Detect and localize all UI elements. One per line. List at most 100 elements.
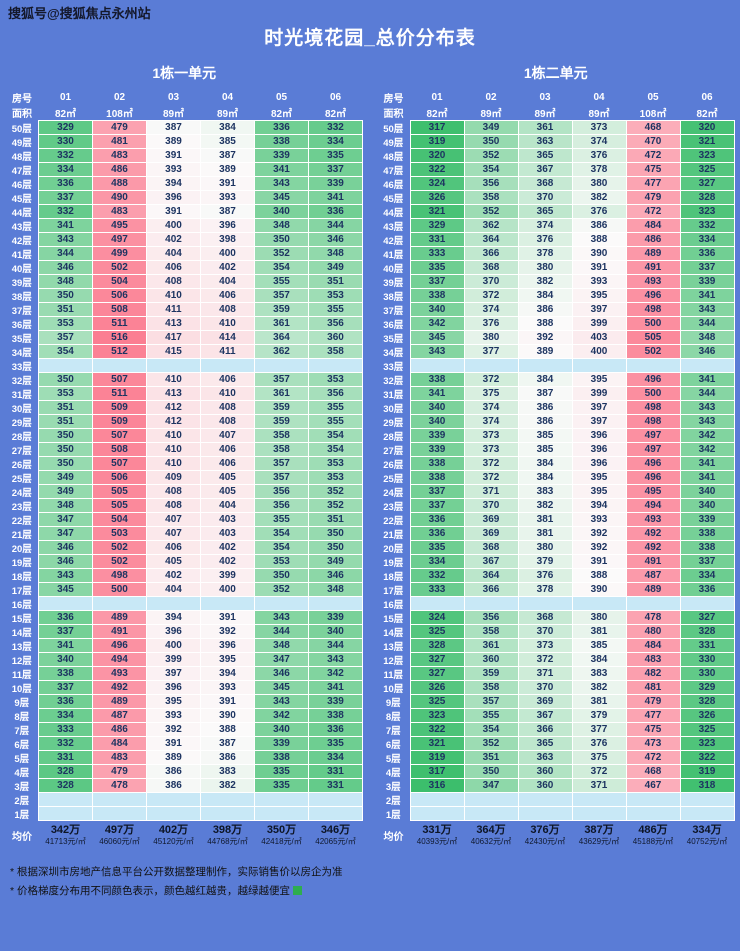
price-cell: 338 <box>409 456 465 471</box>
price-cell: 336 <box>38 176 93 191</box>
price-cell: 502 <box>625 344 681 359</box>
floor-label: 38层 <box>383 291 404 303</box>
price-cell: 341 <box>308 190 363 205</box>
price-cell: 491 <box>92 624 147 639</box>
price-cell: 346 <box>38 554 93 569</box>
price-cell: 384 <box>517 372 573 387</box>
price-cell: 483 <box>92 750 147 765</box>
price-cell: 504 <box>92 512 147 527</box>
floor-label: 46层 <box>383 179 404 191</box>
floor-label: 22层 <box>383 515 404 527</box>
average-unit-price: 45120元/㎡ <box>153 836 194 846</box>
price-cell <box>625 792 681 807</box>
price-cell <box>679 596 735 611</box>
price-cell: 372 <box>463 470 519 485</box>
price-cell: 497 <box>625 428 681 443</box>
price-cell: 498 <box>625 302 681 317</box>
price-cell: 340 <box>409 302 465 317</box>
floor-label: 20层 <box>11 543 32 555</box>
price-cell <box>571 358 627 373</box>
area-value: 89㎡ <box>162 109 185 120</box>
average-total-price: 387万 <box>584 823 614 836</box>
price-cell: 370 <box>517 680 573 695</box>
price-cell: 340 <box>679 484 735 499</box>
price-cell: 368 <box>463 260 519 275</box>
average-label: 均价 <box>12 831 32 843</box>
price-cell: 354 <box>308 442 363 457</box>
price-cell: 353 <box>308 456 363 471</box>
room-number: 03 <box>539 92 551 103</box>
price-cell: 380 <box>571 610 627 625</box>
price-cell: 325 <box>409 624 465 639</box>
price-cell: 393 <box>200 190 255 205</box>
price-cell: 402 <box>146 568 201 583</box>
average-row: 均价 331万 40393元/㎡ 364万 40632元/㎡ 376万 42430元/㎡ 38… <box>377 821 734 850</box>
floor-label: 33层 <box>11 361 32 373</box>
price-cell: 496 <box>625 372 681 387</box>
price-cell: 358 <box>254 428 309 443</box>
price-cell: 496 <box>625 456 681 471</box>
floor-label: 42层 <box>383 235 404 247</box>
price-cell <box>38 806 93 821</box>
floor-label: 42层 <box>11 235 32 247</box>
table-row: 8层 323 355 367 379 477 326 <box>377 708 735 723</box>
price-cell: 400 <box>200 582 255 597</box>
price-cell: 318 <box>679 778 735 793</box>
price-cell: 488 <box>92 176 147 191</box>
average-total-price: 331万 <box>422 823 452 836</box>
price-cell: 391 <box>571 260 627 275</box>
table-row: 9层 336 489 395 391 343 339 <box>6 694 363 709</box>
price-cell: 377 <box>463 344 519 359</box>
price-cell: 362 <box>463 218 519 233</box>
price-cell: 496 <box>625 288 681 303</box>
table-row: 37层 340 374 386 397 498 343 <box>377 302 735 317</box>
price-cell: 496 <box>92 638 147 653</box>
price-cell: 389 <box>146 750 201 765</box>
price-cell: 381 <box>517 526 573 541</box>
price-cell: 358 <box>463 190 519 205</box>
area-header: 面积 <box>12 109 32 121</box>
price-cell: 334 <box>38 708 93 723</box>
average-unit-price: 45188元/㎡ <box>632 836 674 846</box>
price-cell: 372 <box>571 764 627 779</box>
floor-label: 49层 <box>383 137 404 149</box>
floor-label: 45层 <box>11 193 32 205</box>
price-cell: 359 <box>463 666 519 681</box>
price-cell: 352 <box>463 736 519 751</box>
price-cell: 390 <box>200 708 255 723</box>
price-cell: 499 <box>92 246 147 261</box>
price-cell: 338 <box>254 134 309 149</box>
price-cell: 370 <box>463 274 519 289</box>
room-header: 房号 <box>383 94 404 105</box>
price-cell: 333 <box>409 582 465 597</box>
price-cell: 320 <box>409 148 465 163</box>
floor-label: 10层 <box>11 683 32 695</box>
price-cell: 372 <box>463 288 519 303</box>
price-cell: 410 <box>146 456 201 471</box>
unit-2-table: 房号 01 02 03 04 05 06 面积 82㎡ 89㎡ 89㎡ 89㎡ 108㎡ 82㎡ 50层 3… <box>377 90 735 850</box>
price-cell: 349 <box>308 554 363 569</box>
price-cell <box>146 806 201 821</box>
price-cell: 338 <box>409 372 465 387</box>
price-cell: 341 <box>254 162 309 177</box>
price-cell <box>200 596 255 611</box>
price-cell: 363 <box>517 134 573 149</box>
table-row: 44层 321 352 365 376 472 323 <box>377 204 735 219</box>
price-cell: 396 <box>571 428 627 443</box>
price-cell: 395 <box>200 652 255 667</box>
unit-1-title: 1栋一单元 <box>152 65 217 81</box>
price-cell: 389 <box>200 162 255 177</box>
price-cell: 478 <box>92 778 147 793</box>
price-cell: 369 <box>463 512 519 527</box>
price-cell: 392 <box>571 540 627 555</box>
price-cell: 376 <box>517 568 573 583</box>
floor-label: 13层 <box>11 641 32 653</box>
price-cell: 351 <box>38 302 93 317</box>
price-cell: 359 <box>254 302 309 317</box>
floor-label: 18层 <box>383 571 404 583</box>
price-cell: 324 <box>409 610 465 625</box>
price-cell: 350 <box>254 232 309 247</box>
table-row: 32层 350 507 410 406 357 353 <box>6 372 363 387</box>
price-cell: 409 <box>146 470 201 485</box>
